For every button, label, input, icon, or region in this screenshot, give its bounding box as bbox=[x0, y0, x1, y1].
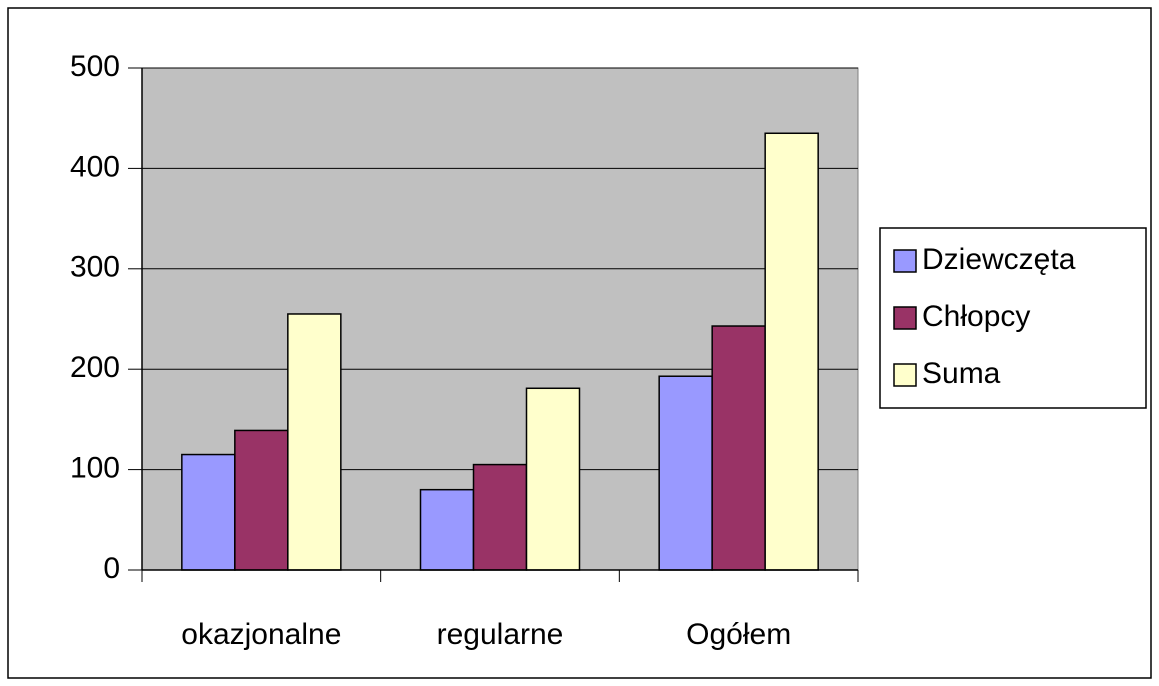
legend-box bbox=[879, 227, 1147, 409]
bar bbox=[181, 453, 236, 571]
bar bbox=[764, 132, 819, 571]
y-tick-label: 500 bbox=[70, 50, 120, 83]
y-tick-label: 400 bbox=[70, 150, 120, 183]
legend-swatch bbox=[893, 306, 917, 330]
bar bbox=[711, 325, 766, 571]
x-tick-label: okazjonalne bbox=[181, 618, 341, 651]
bar bbox=[525, 387, 581, 571]
legend-label: Dziewczęta bbox=[922, 243, 1076, 276]
bar bbox=[658, 375, 713, 571]
bar bbox=[472, 463, 528, 571]
legend-swatch bbox=[893, 249, 917, 273]
bar bbox=[234, 429, 289, 571]
y-tick-label: 200 bbox=[70, 351, 120, 384]
bar bbox=[287, 313, 342, 571]
legend-label: Suma bbox=[922, 357, 1001, 390]
y-tick-label: 0 bbox=[103, 552, 120, 585]
legend-swatch bbox=[893, 363, 917, 387]
legend-label: Chłopcy bbox=[922, 300, 1030, 333]
y-tick-label: 300 bbox=[70, 251, 120, 284]
x-tick-label: Ogółem bbox=[686, 618, 791, 651]
y-tick-label: 100 bbox=[70, 452, 120, 485]
x-tick-label: regularne bbox=[437, 618, 564, 651]
bar bbox=[419, 488, 475, 571]
